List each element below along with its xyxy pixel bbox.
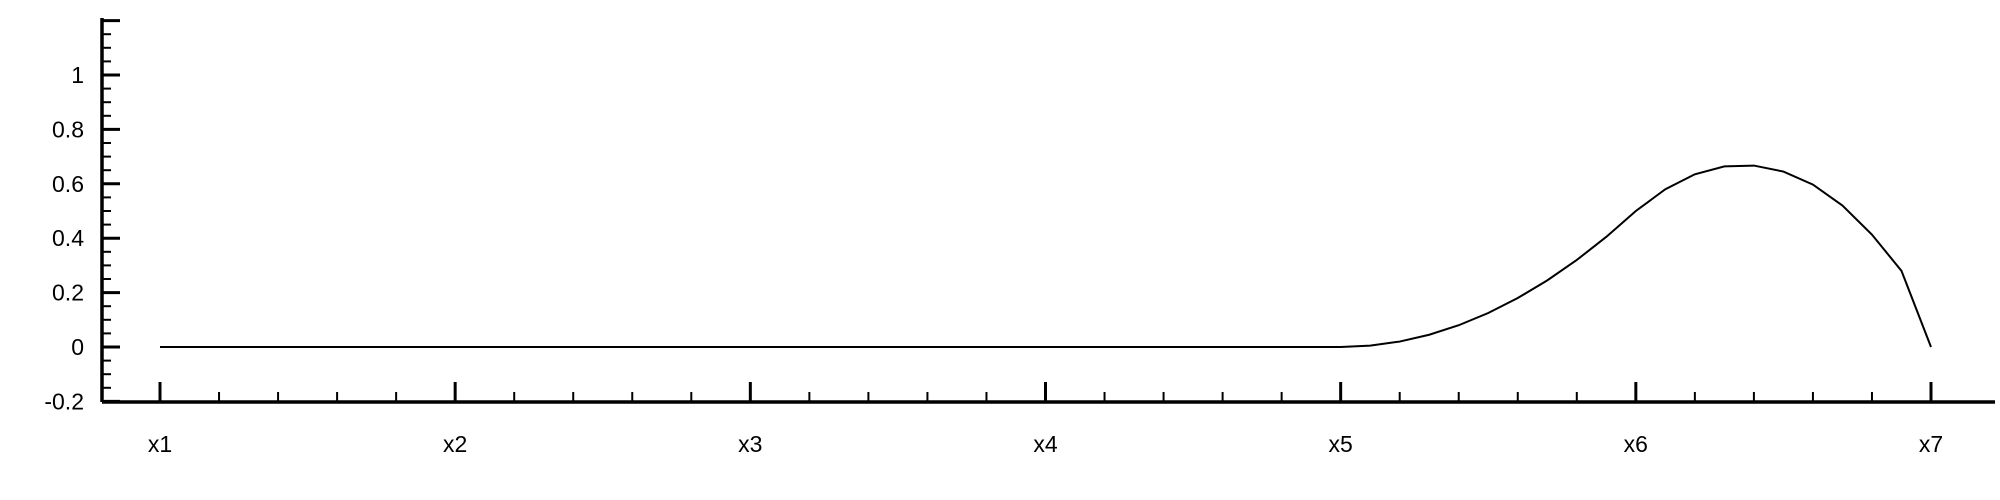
y-tick-label: 0 (71, 334, 84, 360)
x-tick-label: x4 (1033, 431, 1058, 457)
y-tick-label: 1 (71, 62, 84, 88)
x-tick-label: x1 (148, 431, 172, 457)
x-tick-label: x5 (1329, 431, 1353, 457)
axes (100, 18, 1995, 404)
tick-labels: x1 x2 x3 x4 x5 x6 x7 -0.2 0 0.2 0.4 0.6 0.8 1 (44, 62, 1943, 457)
x-tick-label: x6 (1624, 431, 1648, 457)
y-tick-label: 0.4 (52, 225, 84, 251)
x-tick-label: x3 (738, 431, 762, 457)
y-tick-label: 0.6 (52, 171, 84, 197)
x-tick-label: x2 (443, 431, 467, 457)
y-tick-label: 0.8 (52, 116, 84, 142)
y-tick-label: -0.2 (44, 388, 84, 414)
series-line (160, 164, 1932, 348)
series-layer (160, 164, 1932, 348)
x-tick-label: x7 (1919, 431, 1943, 457)
y-tick-label: 0.2 (52, 280, 84, 306)
